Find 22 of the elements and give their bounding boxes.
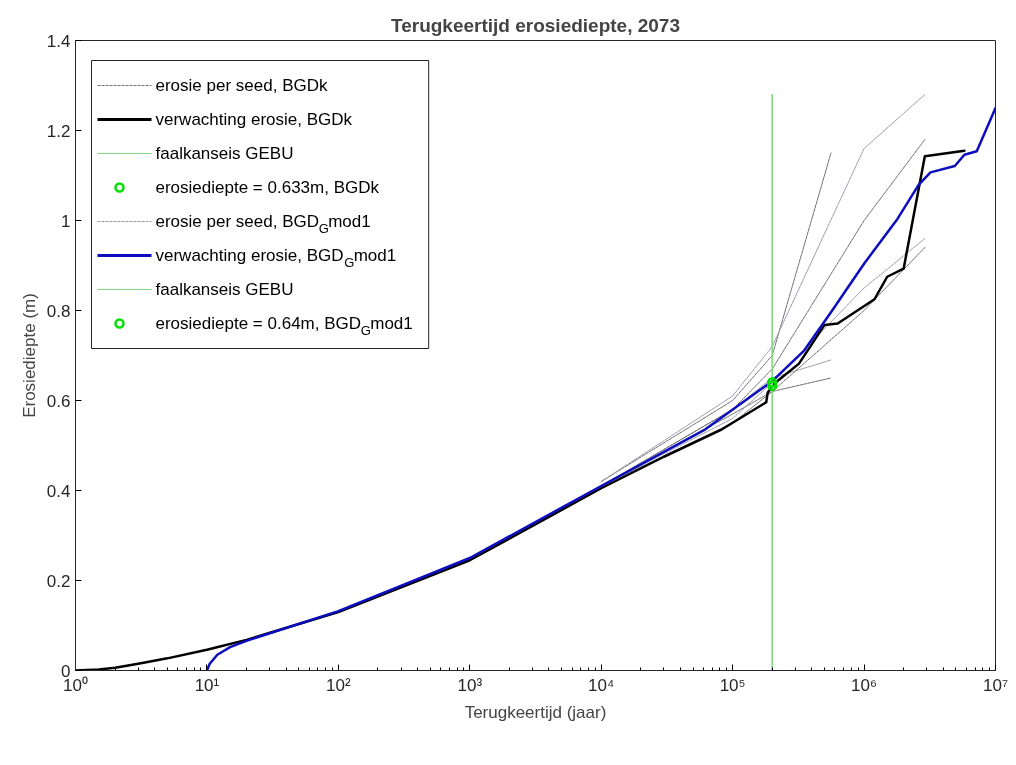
x-tick-label: 10⁶ — [851, 675, 878, 695]
y-tick-label: 1 — [61, 211, 71, 231]
x-tick-label: 10⁵ — [719, 675, 746, 695]
y-axis-title: Erosiediepte (m) — [19, 293, 39, 418]
legend-label: erosiediepte = 0.633m, BGDk — [155, 178, 380, 197]
y-tick-label: 0.6 — [46, 391, 71, 411]
x-tick-label: 10³ — [457, 675, 483, 695]
x-tick-label: 10² — [326, 675, 351, 695]
x-tick-label: 10⁷ — [982, 675, 1009, 695]
y-tick-label: 0.4 — [46, 481, 71, 501]
legend-label: faalkanseis GEBU — [155, 144, 294, 163]
legend-label: verwachting erosie, BGDk — [155, 110, 353, 129]
x-tick-label: 10⁴ — [588, 675, 615, 695]
y-tick-label: 1.2 — [46, 121, 71, 141]
legend-label: faalkanseis GEBU — [155, 280, 294, 299]
x-tick-label: 10¹ — [194, 675, 220, 695]
y-tick-label: 1.4 — [46, 31, 71, 51]
x-axis-title: Terugkeertijd (jaar) — [464, 702, 607, 722]
legend-label: erosie per seed, BGDk — [155, 76, 328, 95]
y-tick-label: 0.8 — [46, 301, 71, 321]
y-tick-label: 0.2 — [46, 571, 71, 591]
chart-title: Terugkeertijd erosiediepte, 2073 — [391, 14, 681, 36]
